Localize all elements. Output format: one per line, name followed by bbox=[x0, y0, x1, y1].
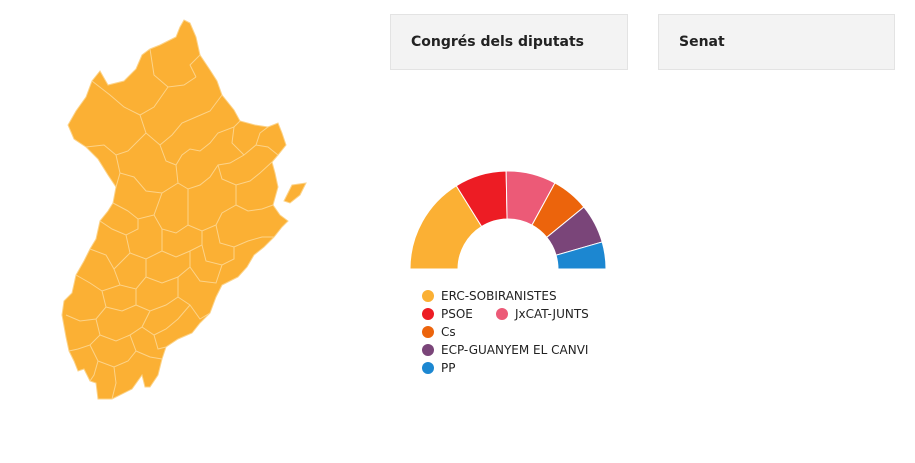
tab-senat[interactable]: Senat bbox=[658, 14, 895, 70]
legend-label: JxCAT-JUNTS bbox=[515, 307, 589, 321]
legend-swatch bbox=[422, 362, 434, 374]
region-islet[interactable] bbox=[283, 182, 307, 204]
legend-label: ECP-GUANYEM EL CANVI bbox=[441, 343, 589, 357]
legend-item[interactable]: JxCAT-JUNTS bbox=[496, 307, 589, 321]
region-map bbox=[50, 15, 320, 405]
legend-item[interactable]: ERC-SOBIRANISTES bbox=[422, 289, 557, 303]
legend-item[interactable]: ECP-GUANYEM EL CANVI bbox=[422, 343, 588, 357]
tab-congres[interactable]: Congrés dels diputats bbox=[390, 14, 628, 70]
legend-swatch bbox=[422, 326, 434, 338]
legend-swatch bbox=[422, 308, 434, 320]
legend-label: Cs bbox=[441, 325, 456, 339]
legend-label: PP bbox=[441, 361, 456, 375]
municipalities-map bbox=[61, 19, 307, 400]
municipality-borders bbox=[65, 48, 279, 400]
legend-item[interactable]: Cs bbox=[422, 325, 456, 339]
legend-swatch bbox=[422, 290, 434, 302]
legend-item[interactable]: PSOE bbox=[422, 307, 473, 321]
seats-chart bbox=[405, 165, 615, 275]
legend-label: ERC-SOBIRANISTES bbox=[441, 289, 557, 303]
region-outline[interactable] bbox=[61, 19, 289, 400]
legend-label: PSOE bbox=[441, 307, 473, 321]
legend-item[interactable]: PP bbox=[422, 361, 455, 375]
seat-slice[interactable] bbox=[555, 241, 607, 270]
legend-swatch bbox=[422, 344, 434, 356]
legend-swatch bbox=[496, 308, 508, 320]
seats-semicircle bbox=[409, 170, 607, 270]
